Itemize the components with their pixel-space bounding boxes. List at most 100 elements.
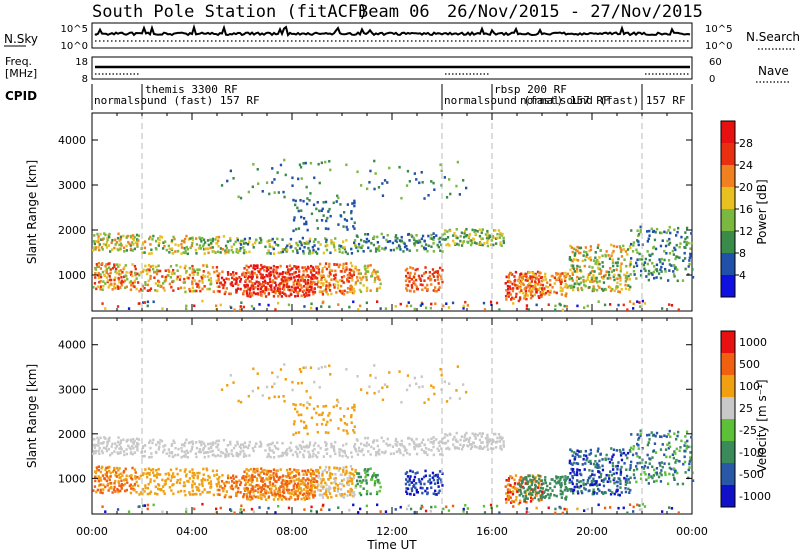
velocity-cell xyxy=(207,455,210,458)
power-cell xyxy=(346,279,349,283)
velocity-cell xyxy=(413,446,416,449)
velocity-cell xyxy=(107,489,110,492)
power-cell xyxy=(507,295,510,298)
velocity-cell xyxy=(572,488,576,492)
velocity-cell xyxy=(313,380,316,384)
velocity-cell xyxy=(650,475,653,478)
velocity-cell xyxy=(408,442,411,446)
power-cell xyxy=(315,276,318,280)
velocity-cell xyxy=(290,496,293,500)
power-cell xyxy=(671,249,674,253)
power-cell xyxy=(597,300,600,303)
velocity-cell xyxy=(581,491,584,495)
velocity-cell xyxy=(118,484,121,487)
power-cell xyxy=(351,264,354,268)
velocity-cell xyxy=(334,486,337,490)
power-cell xyxy=(572,264,575,268)
velocity-cell xyxy=(116,440,120,444)
power-cell xyxy=(329,283,332,287)
velocity-cell xyxy=(187,441,191,445)
velocity-cell xyxy=(144,444,147,447)
power-cell xyxy=(511,273,514,276)
velocity-cell xyxy=(661,465,664,469)
velocity-cell xyxy=(357,446,361,450)
velocity-cell xyxy=(348,475,351,478)
power-cell xyxy=(687,241,690,245)
power-cell xyxy=(582,280,585,284)
velocity-cell xyxy=(277,498,280,501)
power-cell xyxy=(291,176,294,180)
power-cell xyxy=(481,243,484,247)
velocity-cell xyxy=(602,480,605,484)
power-cell xyxy=(212,249,215,253)
power-cell xyxy=(221,283,224,287)
velocity-cell xyxy=(144,484,147,487)
power-cell xyxy=(335,279,338,283)
velocity-cell xyxy=(565,487,568,490)
velocity-cell xyxy=(576,468,579,471)
velocity-cell xyxy=(519,485,523,489)
velocity-cell xyxy=(97,479,100,483)
power-cell xyxy=(283,288,286,291)
velocity-cell xyxy=(615,449,618,452)
velocity-cell xyxy=(630,460,633,464)
power-cell xyxy=(668,237,671,241)
power-cell xyxy=(269,285,273,289)
power-colorbar-label: Power [dB] xyxy=(755,179,769,244)
power-cell xyxy=(559,282,563,286)
power-cell xyxy=(259,272,262,276)
power-cell xyxy=(114,286,117,290)
velocity-cell xyxy=(191,471,194,475)
velocity-cell xyxy=(650,431,653,434)
power-cell xyxy=(147,263,151,267)
velocity-cell xyxy=(324,465,328,469)
power-cell xyxy=(134,241,137,244)
power-cell xyxy=(198,286,201,289)
velocity-cell xyxy=(157,487,160,491)
velocity-cell xyxy=(488,438,491,441)
power-cell xyxy=(242,239,245,243)
power-cell xyxy=(413,238,416,242)
velocity-cell xyxy=(520,492,523,496)
power-cell xyxy=(191,290,194,293)
power-cell xyxy=(131,281,134,285)
velocity-cell xyxy=(106,482,110,486)
velocity-cell xyxy=(483,445,486,449)
velocity-cell xyxy=(646,433,649,437)
power-cell xyxy=(294,203,297,207)
velocity-cell xyxy=(341,450,344,453)
velocity-cell xyxy=(374,474,377,477)
power-cell xyxy=(626,248,630,251)
velocity-cell xyxy=(447,509,451,512)
power-cell xyxy=(528,283,531,287)
velocity-cell xyxy=(501,436,504,440)
velocity-cell xyxy=(381,450,384,454)
power-cell xyxy=(685,240,689,244)
velocity-cell xyxy=(206,442,210,446)
power-cell xyxy=(229,169,232,173)
velocity-cell xyxy=(406,480,409,483)
velocity-cell xyxy=(607,488,611,492)
power-cell xyxy=(101,302,104,305)
velocity-cell xyxy=(102,446,105,450)
power-cell xyxy=(642,263,646,267)
power-cell xyxy=(646,250,649,253)
velocity-cell xyxy=(117,452,120,455)
velocity-cell xyxy=(313,447,316,451)
power-cell xyxy=(624,287,628,291)
power-cell xyxy=(576,287,579,290)
power-cell xyxy=(141,251,144,254)
velocity-cell xyxy=(419,486,422,490)
power-cell xyxy=(311,245,314,249)
velocity-cell xyxy=(636,461,639,465)
velocity-cell xyxy=(657,475,661,479)
velocity-cell xyxy=(632,505,635,509)
velocity-cell xyxy=(301,478,304,482)
velocity-cell xyxy=(108,487,111,490)
power-cell xyxy=(518,285,521,289)
velocity-cell xyxy=(624,490,628,494)
power-cell xyxy=(643,267,646,271)
velocity-cell xyxy=(141,446,145,450)
power-cell xyxy=(364,268,367,271)
power-cell xyxy=(114,276,117,280)
